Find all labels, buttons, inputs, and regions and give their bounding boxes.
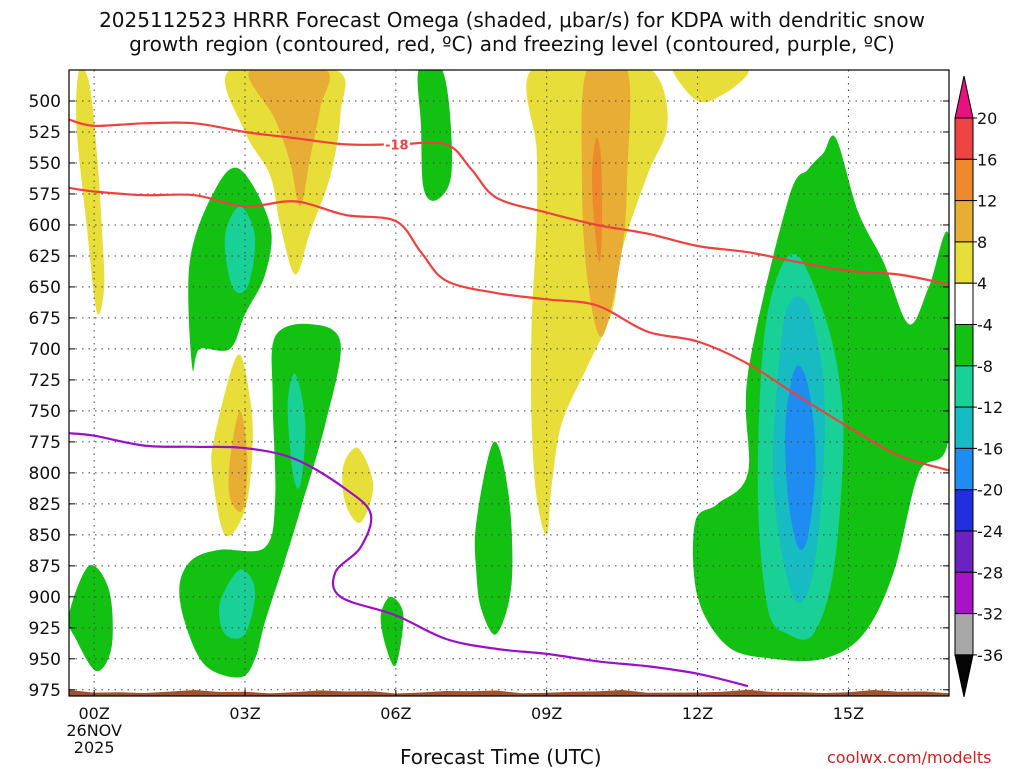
omega-region-teal-9 [224,206,256,294]
omega-region-yellow-7 [672,70,749,103]
ytick-label-800: 800 [29,464,61,484]
ytick-label-875: 875 [29,557,61,577]
omega-region-teal-14 [218,569,256,639]
colorbar-label-2: 12 [977,192,997,211]
omega-region-green-3 [417,70,452,201]
ytick-label-750: 750 [29,402,61,422]
ytick-label-500: 500 [29,92,61,112]
ytick-label-700: 700 [29,340,61,360]
ytick-label-625: 625 [29,247,61,267]
colorbar-bottom-arrow [954,654,974,698]
ytick-label-675: 675 [29,309,61,329]
colorbar-label-11: -28 [977,563,1003,582]
colorbar-box-4 [954,282,974,326]
colorbar-box-12 [954,613,974,656]
colorbar-label-10: -24 [977,522,1003,541]
colorbar-label-0: 20 [977,109,997,128]
omega-region-orange-6 [591,137,603,263]
ytick-label-825: 825 [29,495,61,515]
ytick-label-950: 950 [29,650,61,670]
ytick-label-975: 975 [29,681,61,701]
colorbar-label-3: 8 [977,233,987,252]
ytick-label-550: 550 [29,154,61,174]
date-label-0: 26NOV [66,721,122,740]
ytick-label-775: 775 [29,433,61,453]
xtick-label-03Z: 03Z [229,704,260,723]
omega-region-green-17 [380,596,404,667]
y-axis: 500 525 550 575 600 625 650 675 700 725 750 775 800 8… [29,92,949,701]
omega-region-green-18 [474,441,513,635]
omega-region-gold-5 [581,70,631,337]
chart-title-line-2: growth region (contoured, red, ºC) and f… [129,32,895,56]
colorbar-box-8 [954,447,974,491]
terrain-fill [69,689,949,696]
ytick-label-850: 850 [29,526,61,546]
dgz-contour-0 [69,118,949,286]
colorbar-box-11 [954,571,974,615]
xtick-label-06Z: 06Z [380,704,411,723]
date-label-1: 2025 [74,738,115,757]
xtick-label-09Z: 09Z [531,704,562,723]
omega-region-teal-13 [287,373,306,489]
contour-lines: -18 [69,118,949,688]
colorbar-label-7: -12 [977,398,1003,417]
ytick-label-525: 525 [29,123,61,143]
freezing-level-contour-0 [69,432,749,688]
colorbar-label-8: -16 [977,439,1003,458]
plot-frame [68,69,950,697]
chart-title-line-1: 2025112523 HRRR Forecast Omega (shaded, … [99,8,925,32]
colorbar: 20 16 12 8 4 -4 -8 -12 -16 -20 -24 -28 -32 -36 [954,75,1003,698]
grid-lines [69,70,949,696]
colorbar-label-5: -4 [977,316,993,335]
omega-region-gold-11 [228,410,248,512]
colorbar-box-9 [954,489,974,532]
contour-label-minus-18: -18 [385,138,409,153]
colorbar-top-arrow [954,75,974,119]
omega-region-blue-22 [785,365,816,550]
xtick-label-15Z: 15Z [833,704,864,723]
colorbar-label-9: -20 [977,481,1003,500]
x-axis-label: Forecast Time (UTC) [400,745,602,769]
colorbar-box-0 [954,117,974,160]
colorbar-box-2 [954,200,974,243]
colorbar-box-1 [954,158,974,202]
colorbar-box-6 [954,365,974,408]
colorbar-label-1: 16 [977,150,997,169]
omega-region-green-16 [69,565,113,672]
colorbar-box-10 [954,530,974,573]
contour-label-bg [383,136,410,153]
ytick-label-725: 725 [29,371,61,391]
ytick-label-650: 650 [29,278,61,298]
colorbar-label-4: 4 [977,274,987,293]
terrain-strip [69,689,949,696]
colorbar-box-7 [954,406,974,449]
ytick-label-925: 925 [29,619,61,639]
colorbar-box-5 [954,324,974,367]
colorbar-label-6: -8 [977,357,993,376]
colorbar-label-12: -32 [977,605,1003,624]
ytick-label-575: 575 [29,185,61,205]
ytick-label-900: 900 [29,588,61,608]
colorbar-box-3 [954,241,974,284]
xtick-label-00Z: 00Z [78,704,109,723]
credit-link[interactable]: coolwx.com/modelts [827,748,992,767]
ytick-label-600: 600 [29,216,61,236]
xtick-label-12Z: 12Z [682,704,713,723]
colorbar-label-13: -36 [977,646,1003,665]
dgz-contour-1 [69,186,949,472]
